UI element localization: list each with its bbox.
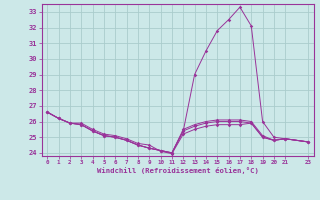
X-axis label: Windchill (Refroidissement éolien,°C): Windchill (Refroidissement éolien,°C) <box>97 167 259 174</box>
